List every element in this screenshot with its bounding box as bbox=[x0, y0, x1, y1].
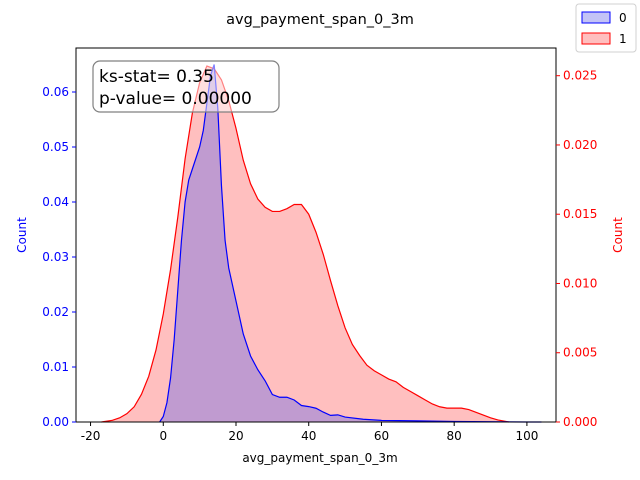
axes: -20 0 20 40 60 80 100 0.00 0.01 0.02 0.03 0.04 0.05 0… bbox=[42, 69, 597, 443]
x-tick-label: 60 bbox=[374, 429, 389, 443]
series-1-line bbox=[101, 65, 509, 423]
legend: 0 1 bbox=[575, 3, 637, 53]
legend-label-0: 0 bbox=[619, 11, 627, 25]
x-tick-label: 80 bbox=[447, 429, 462, 443]
right-y-tick-label: 0.010 bbox=[563, 276, 597, 290]
plot-frame bbox=[75, 47, 557, 423]
right-y-axis-label: Count bbox=[611, 217, 625, 253]
legend-label-1: 1 bbox=[619, 32, 627, 46]
right-y-tick-label: 0.000 bbox=[563, 415, 597, 429]
right-y-tick-label: 0.015 bbox=[563, 207, 597, 221]
legend-box bbox=[575, 3, 637, 53]
left-y-tick-label: 0.01 bbox=[42, 360, 69, 374]
right-y-tick-label: 0.025 bbox=[563, 69, 597, 83]
x-tick-label: 40 bbox=[301, 429, 316, 443]
left-y-tick-label: 0.02 bbox=[42, 305, 69, 319]
legend-swatch-1 bbox=[581, 32, 611, 45]
left-y-axis-label: Count bbox=[15, 217, 29, 253]
p-value-text: p-value= 0.00000 bbox=[99, 89, 252, 109]
left-y-tick-label: 0.03 bbox=[42, 250, 69, 264]
left-y-tick-label: 0.06 bbox=[42, 85, 69, 99]
right-y-tick-label: 0.020 bbox=[563, 138, 597, 152]
series-0-area bbox=[159, 64, 542, 422]
plot-area bbox=[101, 64, 542, 423]
x-axis-label: avg_payment_span_0_3m bbox=[242, 451, 397, 465]
x-tick-label: 100 bbox=[515, 429, 538, 443]
ks-stat-text: ks-stat= 0.35 bbox=[99, 67, 214, 87]
legend-swatch-0 bbox=[581, 11, 611, 24]
left-y-tick-label: 0.04 bbox=[42, 195, 69, 209]
right-y-tick-label: 0.005 bbox=[563, 346, 597, 360]
x-tick-label: 20 bbox=[228, 429, 243, 443]
series-1-area bbox=[101, 66, 509, 422]
left-y-tick-label: 0.00 bbox=[42, 415, 69, 429]
stats-annotation: ks-stat= 0.35 p-value= 0.00000 bbox=[92, 60, 280, 113]
chart-title: avg_payment_span_0_3m bbox=[226, 12, 414, 28]
x-tick-label: 0 bbox=[159, 429, 167, 443]
series-0-line bbox=[159, 64, 542, 423]
stats-annotation-box bbox=[92, 60, 280, 113]
left-y-tick-label: 0.05 bbox=[42, 140, 69, 154]
x-tick-label: -20 bbox=[81, 429, 101, 443]
